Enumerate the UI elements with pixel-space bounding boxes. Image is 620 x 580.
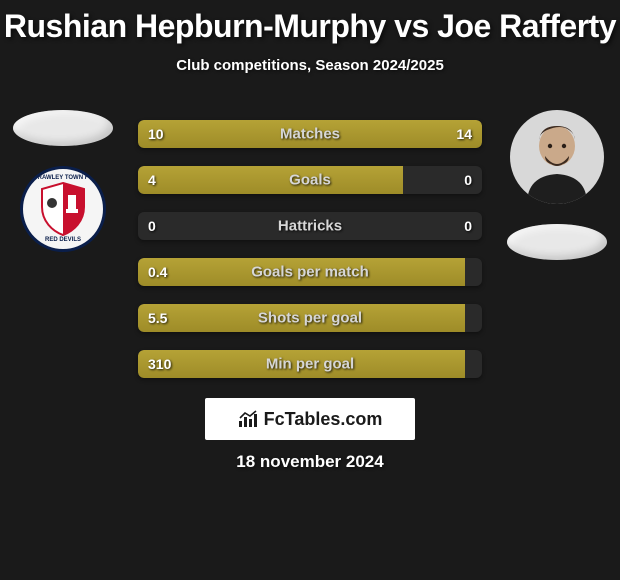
watermark-prefix: Fc	[264, 409, 285, 429]
stat-value-left: 10	[148, 126, 164, 142]
bar-fill-left	[138, 166, 403, 194]
watermark: FcTables.com	[205, 398, 415, 440]
person-icon	[517, 114, 597, 204]
left-player-column: CRAWLEY TOWN FC RED DEVILS	[8, 110, 118, 252]
comparison-card: Rushian Hepburn-Murphy vs Joe Rafferty C…	[0, 0, 620, 580]
left-club-badge: CRAWLEY TOWN FC RED DEVILS	[20, 166, 106, 252]
date-label: 18 november 2024	[236, 452, 383, 472]
stat-row: Goals 4 0	[138, 166, 482, 194]
club-name-bot: RED DEVILS	[45, 237, 81, 243]
chart-icon	[238, 410, 260, 428]
stat-row: Matches 10 14	[138, 120, 482, 148]
watermark-text: FcTables.com	[264, 409, 383, 430]
page-title: Rushian Hepburn-Murphy vs Joe Rafferty	[0, 0, 620, 45]
shield-icon	[38, 181, 88, 237]
stat-value-left: 5.5	[148, 310, 167, 326]
stat-value-left: 4	[148, 172, 156, 188]
page-subtitle: Club competitions, Season 2024/2025	[0, 57, 620, 74]
stat-label: Hattricks	[278, 218, 342, 235]
stat-label: Matches	[280, 126, 340, 143]
comparison-bars: Matches 10 14 Goals 4 0 Hattricks 0 0 Goals per m…	[138, 120, 482, 378]
watermark-suffix: Tables.com	[285, 409, 383, 429]
stat-value-left: 0	[148, 218, 156, 234]
stat-label: Min per goal	[266, 356, 354, 373]
left-player-oval	[13, 110, 113, 146]
stat-value-right: 0	[464, 218, 472, 234]
right-player-column	[502, 110, 612, 260]
stat-value-left: 0.4	[148, 264, 167, 280]
stat-label: Goals per match	[251, 264, 369, 281]
right-player-oval	[507, 224, 607, 260]
stat-value-right: 0	[464, 172, 472, 188]
stat-row: Goals per match 0.4	[138, 258, 482, 286]
stat-value-right: 14	[456, 126, 472, 142]
right-player-photo	[510, 110, 604, 204]
stat-row: Shots per goal 5.5	[138, 304, 482, 332]
stat-value-left: 310	[148, 356, 171, 372]
stat-label: Shots per goal	[258, 310, 362, 327]
stat-row: Hattricks 0 0	[138, 212, 482, 240]
stat-label: Goals	[289, 172, 331, 189]
stat-row: Min per goal 310	[138, 350, 482, 378]
